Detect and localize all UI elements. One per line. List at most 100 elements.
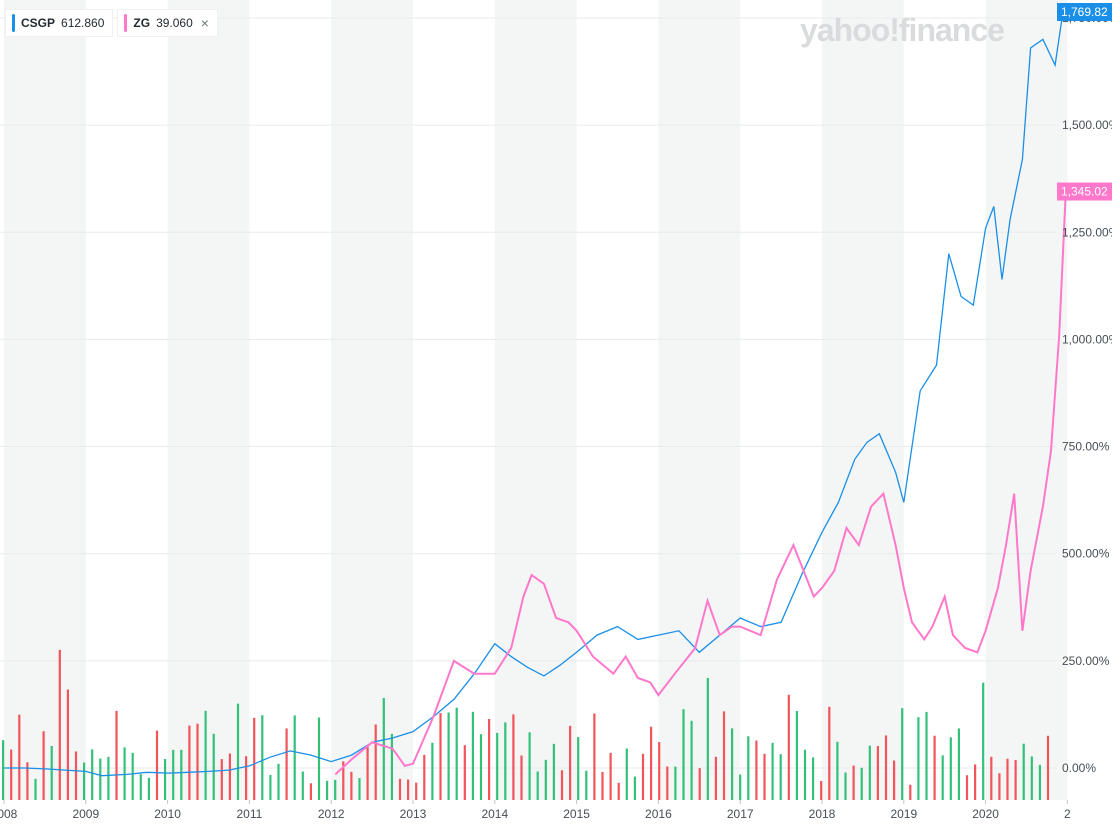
volume-bar	[625, 748, 628, 800]
volume-bar	[455, 707, 458, 800]
year-bands	[4, 0, 1068, 800]
volume-bar	[552, 743, 555, 800]
volume-bar	[747, 736, 750, 800]
volume-bar	[731, 728, 734, 800]
volume-bar	[479, 734, 483, 800]
volume-bar	[2, 740, 5, 800]
volume-bar	[1030, 756, 1033, 800]
volume-bar	[884, 735, 888, 800]
volume-bar	[909, 784, 912, 800]
volume-bar	[771, 742, 774, 800]
volume-bar	[50, 746, 53, 800]
volume-bar	[10, 749, 13, 800]
volume-bar	[261, 715, 264, 800]
volume-bar	[382, 697, 385, 800]
volume-bar	[593, 713, 596, 800]
volume-bar	[739, 774, 742, 800]
series-line-csgp	[4, 9, 1064, 777]
volume-bar	[317, 717, 321, 800]
volume-bar	[658, 742, 661, 800]
volume-bar	[868, 745, 871, 800]
legend-item-zg[interactable]: ZG 39.060 ×	[118, 10, 217, 36]
volume-bar	[374, 724, 377, 800]
volume-bar	[155, 730, 159, 800]
volume-bar	[852, 765, 855, 800]
volume-bar	[131, 752, 134, 800]
volume-bars	[2, 649, 1050, 800]
volume-bar	[180, 749, 183, 800]
volume-bar	[844, 772, 847, 800]
volume-bar	[196, 723, 199, 800]
volume-bar	[722, 711, 726, 800]
year-band	[167, 0, 250, 800]
volume-bar	[42, 731, 45, 800]
last-value-label: 1,769.82	[1061, 5, 1108, 19]
last-value-badge	[1057, 3, 1112, 21]
legend: CSGP 612.860 ZG 39.060 ×	[6, 10, 217, 36]
volume-bar	[933, 735, 936, 800]
series-line-zg	[334, 191, 1067, 776]
legend-value: 39.060	[156, 16, 193, 30]
volume-bar	[536, 771, 539, 800]
close-icon[interactable]: ×	[200, 15, 209, 31]
volume-bar	[787, 694, 790, 800]
volume-bar	[115, 710, 118, 800]
volume-bar	[860, 767, 863, 800]
y-tick-label: 1,250.00%	[1062, 225, 1112, 239]
x-tick-label: 2008	[0, 807, 18, 821]
volume-bar	[528, 732, 531, 800]
volume-bar	[293, 715, 296, 800]
volume-bar	[204, 710, 207, 800]
x-tick-label: 2010	[154, 807, 181, 821]
volume-bar	[812, 757, 815, 800]
legend-symbol: CSGP	[21, 16, 56, 30]
volume-bar	[220, 759, 223, 800]
volume-bar	[228, 753, 231, 800]
volume-bar	[560, 770, 564, 800]
volume-bar	[488, 718, 491, 800]
y-tick-label: 500.00%	[1062, 547, 1110, 561]
volume-bar	[350, 771, 353, 800]
volume-bar	[407, 779, 410, 800]
volume-bar	[447, 712, 450, 800]
volume-bar	[463, 745, 466, 800]
volume-bar	[763, 753, 766, 800]
volume-bar	[504, 722, 507, 800]
x-tick-label: 2009	[72, 807, 99, 821]
volume-bar	[617, 782, 620, 800]
volume-bar	[965, 775, 969, 800]
volume-bar	[795, 711, 798, 800]
volume-bar	[1046, 735, 1050, 800]
volume-bar	[188, 725, 191, 800]
volume-bar	[949, 737, 952, 800]
volume-bar	[277, 763, 280, 800]
volume-bar	[698, 768, 701, 800]
y-tick-label: 1,500.00%	[1062, 118, 1112, 132]
volume-bar	[601, 771, 604, 800]
x-tick-label: 2	[1064, 807, 1071, 821]
volume-bar	[803, 749, 807, 800]
volume-bar	[569, 725, 572, 800]
x-tick-label: 2013	[400, 807, 427, 821]
volume-bar	[901, 708, 904, 800]
volume-bar	[998, 773, 1001, 800]
x-tick-label: 2018	[809, 807, 836, 821]
year-band	[494, 0, 577, 800]
series-lines	[4, 9, 1067, 777]
volume-bar	[107, 756, 110, 800]
volume-bar	[358, 778, 361, 800]
volume-bar	[91, 749, 94, 800]
volume-bar	[99, 758, 102, 800]
volume-bar	[415, 782, 418, 800]
volume-bar	[820, 780, 823, 800]
y-tick-label: 250.00%	[1062, 654, 1110, 668]
volume-bar	[585, 770, 588, 800]
volume-bar	[925, 711, 928, 800]
volume-bar	[74, 751, 78, 800]
volume-bar	[326, 780, 329, 800]
volume-bar	[212, 733, 215, 800]
volume-bar	[18, 714, 21, 800]
legend-item-csgp[interactable]: CSGP 612.860	[6, 10, 113, 36]
volume-bar	[245, 756, 248, 800]
